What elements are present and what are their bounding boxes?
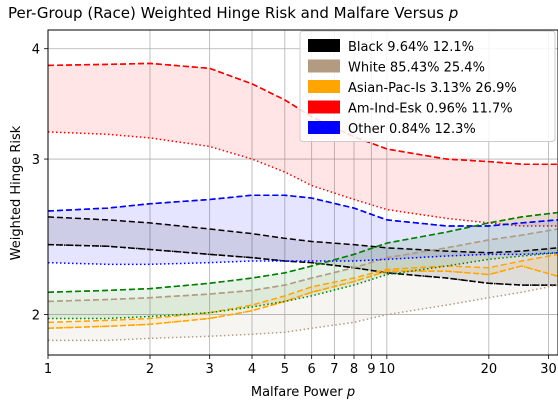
legend-swatch-2 [308,80,340,93]
chart-title: Per-Group (Race) Weighted Hinge Risk and… [8,4,458,22]
x-axis-label-text: Malfare Power [251,385,347,400]
y-axis: 2 3 4 [32,43,48,324]
legend-swatch-1 [308,59,340,73]
legend: Black 9.64% 12.1% White 85.43% 25.4% Asian… [299,30,556,142]
x-tick-label-2: 2 [146,362,154,377]
legend-label-0: Black 9.64% 12.1% [348,40,474,55]
legend-label-1: White 85.43% 25.4% [348,61,485,76]
series-lines [48,62,558,342]
band-series-1 [48,228,558,341]
confidence-bands [48,63,558,341]
x-tick-label-4: 4 [248,362,256,377]
line-mid-series-2 [48,265,558,329]
x-tick-label-3: 3 [206,362,214,377]
y-tick-label-3: 3 [32,153,40,168]
x-tick-label-5: 5 [281,362,289,377]
legend-label-2: Asian-Pac-Is 3.13% 26.9% [348,81,517,96]
line-lower-series-1 [48,284,558,342]
line-upper-series-2 [48,253,558,324]
line-mid-series-4 [48,194,558,227]
x-tick-label-30: 30 [540,362,557,377]
x-axis-label: Malfare Power p [251,385,355,400]
line-mid-series-0 [48,243,558,286]
band-series-3 [48,63,558,226]
legend-swatch-0 [308,39,340,52]
plot-area [47,29,558,356]
legend-label-4: Other 0.84% 12.3% [348,122,476,137]
x-tick-label-20: 20 [481,362,498,377]
x-axis: 1 2 3 4 5 6 7 8 9 10 20 30 [44,355,557,377]
line-upper-series-0 [48,216,558,254]
y-tick-label-4: 4 [32,43,40,58]
x-axis-label-var: p [346,385,355,400]
legend-label-3: Am-Ind-Esk 0.96% 11.7% [348,102,513,117]
chart-title-text: Per-Group (Race) Weighted Hinge Risk and… [8,4,449,22]
line-mid-series-5 [48,211,558,293]
line-lower-series-5 [48,251,558,320]
line-lower-series-4 [48,251,558,266]
band-series-2 [48,254,558,329]
y-tick-label-2: 2 [32,309,40,324]
band-series-5 [48,212,558,319]
plot-frame [47,29,558,356]
band-series-4 [48,195,558,265]
legend-swatch-4 [308,121,340,134]
x-tick-label-6: 6 [308,362,316,377]
line-mid-series-1 [48,228,558,303]
x-tick-label-10: 10 [379,362,396,377]
legend-swatch-3 [308,100,340,114]
x-tick-label-1: 1 [44,362,52,377]
y-axis-label: Weighted Hinge Risk [9,125,24,260]
legend-box [299,30,556,142]
x-tick-label-7: 7 [330,362,338,377]
band-series-0 [48,216,558,286]
x-tick-label-8: 8 [350,362,358,377]
x-tick-label-9: 9 [367,362,375,377]
chart-title-var: p [448,4,459,22]
